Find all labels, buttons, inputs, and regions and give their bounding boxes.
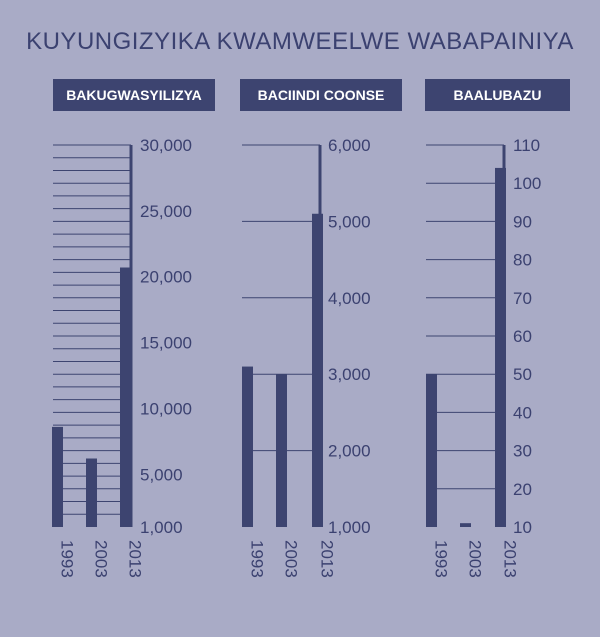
y-tick-label: 4,000 <box>328 289 371 308</box>
bar-1993 <box>52 426 63 527</box>
y-tick-label: 100 <box>513 174 541 193</box>
x-tick-label: 2003 <box>282 540 301 578</box>
bar-2013 <box>120 267 131 527</box>
x-tick-label: 2013 <box>318 540 337 578</box>
x-tick-label: 2003 <box>466 540 485 578</box>
y-tick-label: 20 <box>513 480 532 499</box>
bar-1993 <box>426 374 437 527</box>
y-tick-label: 30,000 <box>140 136 192 155</box>
bar-2003 <box>86 458 97 527</box>
y-tick-label: 1,000 <box>328 518 371 537</box>
y-tick-label: 10 <box>513 518 532 537</box>
y-tick-label: 1,000 <box>140 518 183 537</box>
y-tick-label: 110 <box>513 136 540 155</box>
bar-2003 <box>276 374 287 527</box>
bar-1993 <box>242 366 253 527</box>
y-tick-label: 6,000 <box>328 136 371 155</box>
y-tick-label: 40 <box>513 403 532 422</box>
y-tick-label: 5,000 <box>140 465 183 484</box>
bar-2003 <box>460 523 471 527</box>
y-tick-label: 90 <box>513 212 532 231</box>
x-tick-label: 2013 <box>501 540 520 578</box>
bar-2013 <box>495 167 506 528</box>
y-tick-label: 30 <box>513 442 532 461</box>
y-tick-label: 2,000 <box>328 442 371 461</box>
x-tick-label: 1993 <box>432 540 451 578</box>
panel-title-bakugwasyilizya: BAKUGWASYILIZYA <box>53 79 215 111</box>
y-tick-label: 10,000 <box>140 399 192 418</box>
y-tick-label: 70 <box>513 289 532 308</box>
panel-title-baalubazu: BAALUBAZU <box>425 79 570 111</box>
y-tick-label: 15,000 <box>140 334 192 353</box>
y-tick-label: 80 <box>513 251 532 270</box>
page-title: KUYUNGIZYIKA KWAMWEELWE WABAPAINIYA <box>26 28 574 55</box>
y-tick-label: 50 <box>513 365 532 384</box>
y-tick-label: 25,000 <box>140 202 192 221</box>
x-tick-label: 2013 <box>126 540 145 578</box>
y-tick-label: 3,000 <box>328 365 371 384</box>
chart-panel-1: 30,000 25,000 20,000 15,000 10,000 5,000 1,000… <box>52 136 192 578</box>
panel-title-baciindi-coonse: BACIINDI COONSE <box>240 79 402 111</box>
y-tick-label: 20,000 <box>140 268 192 287</box>
chart-panel-2: 6,000 5,000 4,000 3,000 2,000 1,000 1993 2003 20… <box>242 136 371 578</box>
y-tick-label: 60 <box>513 327 532 346</box>
x-tick-label: 1993 <box>58 540 77 578</box>
x-tick-label: 2003 <box>92 540 111 578</box>
bar-2013 <box>312 213 323 527</box>
chart-panel-3: 110 100 90 80 70 60 50 40 30 20 10 1993 2003 2013 <box>426 136 541 578</box>
y-tick-label: 5,000 <box>328 212 371 231</box>
x-tick-label: 1993 <box>248 540 267 578</box>
